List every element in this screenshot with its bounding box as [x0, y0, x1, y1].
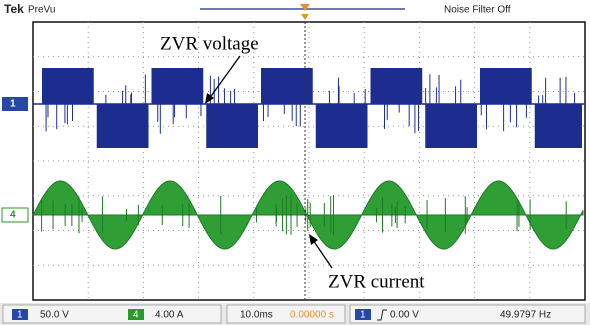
- voltage-block: [42, 68, 94, 104]
- trigger-level: 0.00 V: [390, 310, 419, 321]
- ch1-badge-label: 1: [17, 310, 23, 321]
- voltage-block: [152, 68, 204, 104]
- ch1-marker-label: 1: [10, 99, 16, 110]
- ch1-scale: 50.0 V: [40, 310, 69, 321]
- voltage-block: [425, 104, 477, 148]
- noise-filter: Noise Filter Off: [444, 5, 511, 16]
- trigger-source: 1: [360, 310, 366, 321]
- position: 0.00000 s: [290, 310, 334, 321]
- voltage-annotation: ZVR voltage: [160, 33, 259, 54]
- timebase: 10.0ms: [240, 310, 273, 321]
- current-annotation: ZVR current: [328, 271, 425, 292]
- voltage-block: [97, 104, 149, 148]
- ch4-badge-label: 4: [133, 310, 139, 321]
- brand: Tek: [4, 2, 24, 16]
- voltage-block: [206, 104, 258, 148]
- voltage-block: [480, 68, 532, 104]
- frequency: 49.9797 Hz: [500, 310, 551, 321]
- voltage-block: [535, 104, 582, 148]
- plot-area: [33, 22, 585, 300]
- channel-panel: [3, 305, 221, 323]
- ch4-marker-label: 4: [10, 210, 16, 221]
- voltage-block: [316, 104, 368, 148]
- ch4-scale: 4.00 A: [155, 310, 184, 321]
- voltage-block: [371, 68, 423, 104]
- mode: PreVu: [28, 5, 55, 16]
- oscilloscope-screen: Tek PreVu Noise Filter Off 1 4 ZVR volta…: [0, 0, 590, 325]
